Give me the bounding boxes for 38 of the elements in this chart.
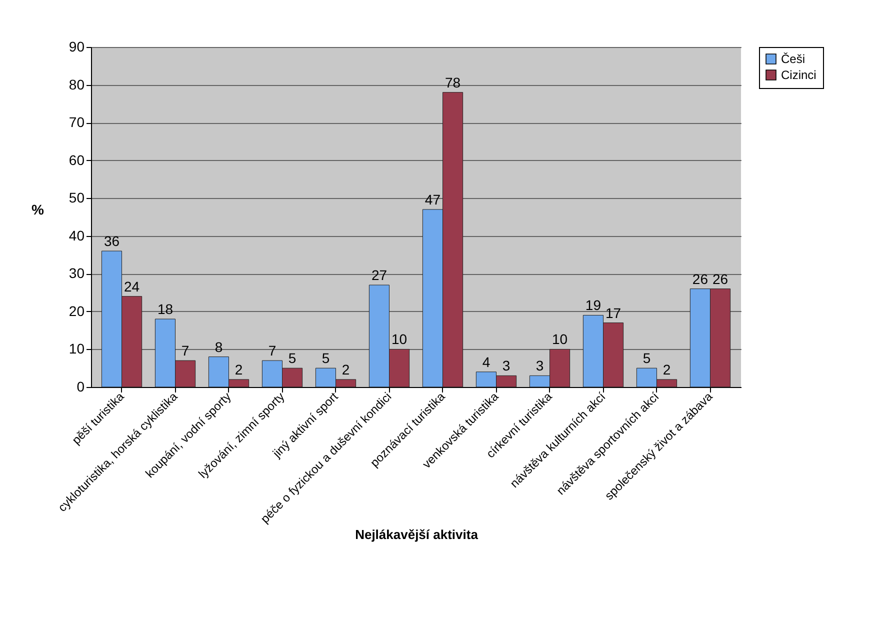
- data-label: 2: [662, 361, 671, 378]
- y-tick-label: 50: [68, 190, 85, 206]
- y-tick-label: 60: [68, 152, 85, 168]
- data-label: 3: [502, 358, 510, 374]
- data-label: 18: [157, 301, 174, 317]
- data-label: 78: [444, 74, 461, 90]
- y-tick-label: 70: [68, 114, 85, 130]
- legend-label: Cizinci: [781, 68, 816, 82]
- x-axis-title: Nejlákavější aktivita: [355, 527, 479, 542]
- y-tick-label: 80: [68, 76, 85, 92]
- data-label: 5: [322, 350, 330, 366]
- data-label: 4: [482, 354, 490, 370]
- y-tick-label: 20: [68, 302, 85, 319]
- data-label: 10: [391, 331, 408, 348]
- y-tick-label: 40: [68, 227, 85, 244]
- data-label: 2: [234, 361, 243, 378]
- data-label: 24: [124, 278, 140, 294]
- y-axis-title: %: [31, 202, 44, 218]
- data-label: 7: [268, 342, 276, 359]
- data-label: 26: [712, 270, 728, 287]
- data-label: 5: [288, 350, 296, 366]
- y-tick-label: 90: [68, 38, 85, 54]
- data-label: 36: [104, 233, 120, 249]
- data-label: 19: [585, 297, 602, 314]
- data-label: 17: [605, 304, 622, 321]
- data-label: 10: [552, 331, 568, 348]
- data-label: 7: [181, 342, 190, 359]
- data-label: 8: [214, 338, 223, 355]
- data-label: 27: [371, 267, 388, 283]
- legend-label: Češi: [781, 52, 806, 66]
- data-label: 26: [692, 270, 708, 287]
- y-tick-label: 10: [68, 340, 85, 357]
- data-label: 5: [642, 350, 651, 366]
- y-tick-label: 0: [76, 378, 85, 394]
- data-label: 2: [342, 361, 350, 378]
- y-tick-label: 30: [68, 265, 85, 282]
- data-label: 3: [536, 358, 544, 374]
- data-label: 47: [424, 191, 441, 208]
